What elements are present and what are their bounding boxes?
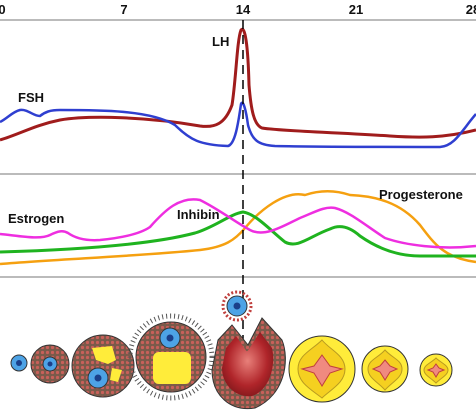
estrogen-curve: [0, 198, 476, 249]
day-tick-21: 21: [349, 2, 363, 17]
progesterone-curve: [0, 190, 476, 266]
day-tick-7: 7: [120, 2, 127, 17]
primordial-follicle: [10, 354, 28, 372]
primary-follicle: [30, 344, 70, 384]
corpus-luteum: [288, 335, 356, 403]
ovarian-cycle-strip: [10, 290, 453, 410]
progesterone-label: Progesterone: [379, 187, 463, 202]
lh-label: LH: [212, 34, 229, 49]
corpus-albicans: [419, 353, 453, 387]
fsh-label: FSH: [18, 90, 44, 105]
ovulation-oocyte: [221, 290, 253, 322]
secondary-follicle: [71, 334, 135, 398]
ovarian-hormone-panel: Estrogen Inhibin Progesterone: [0, 187, 476, 266]
ruptured-follicle: [211, 317, 286, 410]
corpus-luteum-regressing: [361, 345, 409, 393]
gonadotropin-panel: FSH LH: [0, 27, 476, 149]
day-tick-28: 28: [466, 2, 476, 17]
estrogen-label: Estrogen: [8, 211, 64, 226]
day-tick-0: 0: [0, 2, 6, 17]
lh-curve: [0, 27, 476, 142]
mature-follicle: [127, 313, 215, 401]
fsh-curve: [0, 101, 476, 149]
inhibin-curve: [0, 210, 476, 258]
inhibin-label: Inhibin: [177, 207, 220, 222]
day-tick-14: 14: [236, 2, 251, 17]
